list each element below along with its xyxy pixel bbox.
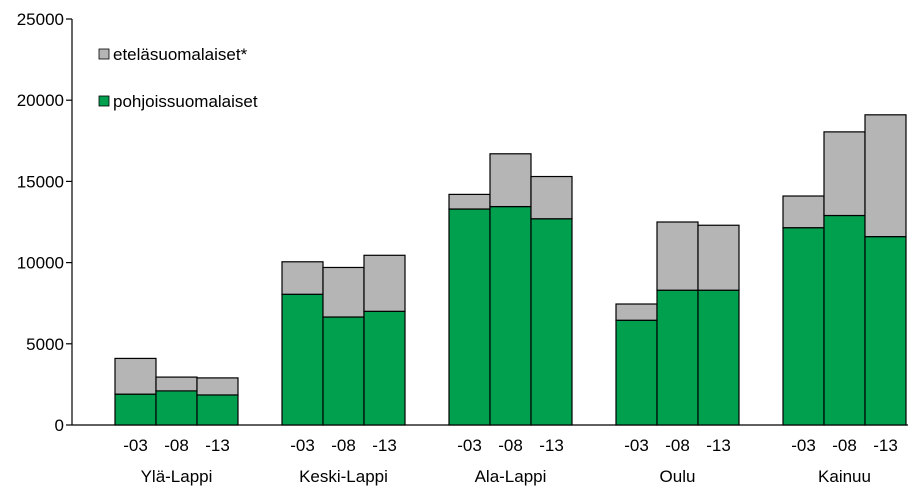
x-tick-label-year: -13	[539, 436, 564, 455]
bars	[114, 114, 907, 426]
x-category-label: Oulu	[660, 467, 696, 486]
y-tick-label: 25000	[17, 10, 64, 29]
x-category-label: Kainuu	[818, 467, 871, 486]
x-tick-label-year: -03	[123, 436, 148, 455]
bar-etelasuomalaiset	[530, 175, 573, 220]
x-category-label: Keski-Lappi	[299, 467, 388, 486]
bar-etelasuomalaiset	[322, 266, 365, 318]
y-tick-label: 5000	[26, 335, 64, 354]
x-tick-label-year: -08	[665, 436, 690, 455]
bar-pohjoissuomalaiset	[322, 316, 365, 426]
legend-swatch-pohjoissuomalaiset	[98, 95, 110, 107]
x-axis: -03 -08 -13 Ylä-Lappi -03 -08 -13 Keski-Lappi -0…	[72, 424, 908, 486]
x-category-label: Ylä-Lappi	[141, 467, 213, 486]
x-tick-label-year: -13	[706, 436, 731, 455]
bar-pohjoissuomalaiset	[155, 390, 198, 426]
bar-etelasuomalaiset	[782, 195, 825, 229]
x-tick-label-year: -13	[205, 436, 230, 455]
x-tick-label-year: -13	[372, 436, 397, 455]
bar-etelasuomalaiset	[615, 303, 658, 321]
bar-etelasuomalaiset	[363, 254, 406, 312]
x-tick-label-year: -08	[498, 436, 523, 455]
y-tick-label: 0	[55, 416, 64, 435]
x-tick-label-year: -03	[624, 436, 649, 455]
y-tick-label: 20000	[17, 91, 64, 110]
bar-etelasuomalaiset	[155, 376, 198, 392]
bar-pohjoissuomalaiset	[615, 319, 658, 426]
bar-pohjoissuomalaiset	[656, 289, 699, 426]
bar-pohjoissuomalaiset	[864, 236, 907, 426]
y-tick-label: 15000	[17, 172, 64, 191]
y-axis: 0 5000 10000 15000 20000 25000	[17, 10, 73, 435]
bar-pohjoissuomalaiset	[782, 227, 825, 426]
bar-etelasuomalaiset	[196, 377, 239, 396]
x-tick-label-year: -13	[873, 436, 898, 455]
bar-pohjoissuomalaiset	[823, 214, 866, 426]
x-tick-label-year: -08	[331, 436, 356, 455]
x-tick-label-year: -03	[457, 436, 482, 455]
bar-etelasuomalaiset	[697, 224, 740, 291]
bar-pohjoissuomalaiset	[114, 393, 157, 426]
bar-pohjoissuomalaiset	[530, 218, 573, 426]
legend-label-pohjoissuomalaiset: pohjoissuomalaiset	[113, 92, 258, 111]
bar-pohjoissuomalaiset	[196, 394, 239, 426]
bar-etelasuomalaiset	[823, 131, 866, 217]
bar-etelasuomalaiset	[114, 357, 157, 395]
legend-label-etelasuomalaiset: eteläsuomalaiset*	[113, 45, 248, 64]
bar-etelasuomalaiset	[489, 153, 532, 208]
bar-etelasuomalaiset	[864, 114, 907, 238]
legend-swatch-etelasuomalaiset	[98, 48, 110, 60]
bar-etelasuomalaiset	[281, 261, 324, 295]
x-tick-label-year: -03	[290, 436, 315, 455]
bar-pohjoissuomalaiset	[281, 293, 324, 426]
legend: eteläsuomalaiset* pohjoissuomalaiset	[98, 45, 258, 111]
bar-pohjoissuomalaiset	[489, 205, 532, 426]
bar-pohjoissuomalaiset	[697, 289, 740, 426]
x-tick-label-year: -03	[791, 436, 816, 455]
y-tick-label: 10000	[17, 254, 64, 273]
bar-pohjoissuomalaiset	[363, 310, 406, 426]
bar-pohjoissuomalaiset	[448, 208, 491, 426]
bar-etelasuomalaiset	[656, 221, 699, 291]
bar-etelasuomalaiset	[448, 193, 491, 210]
x-category-label: Ala-Lappi	[475, 467, 547, 486]
x-tick-label-year: -08	[164, 436, 189, 455]
x-tick-label-year: -08	[832, 436, 857, 455]
